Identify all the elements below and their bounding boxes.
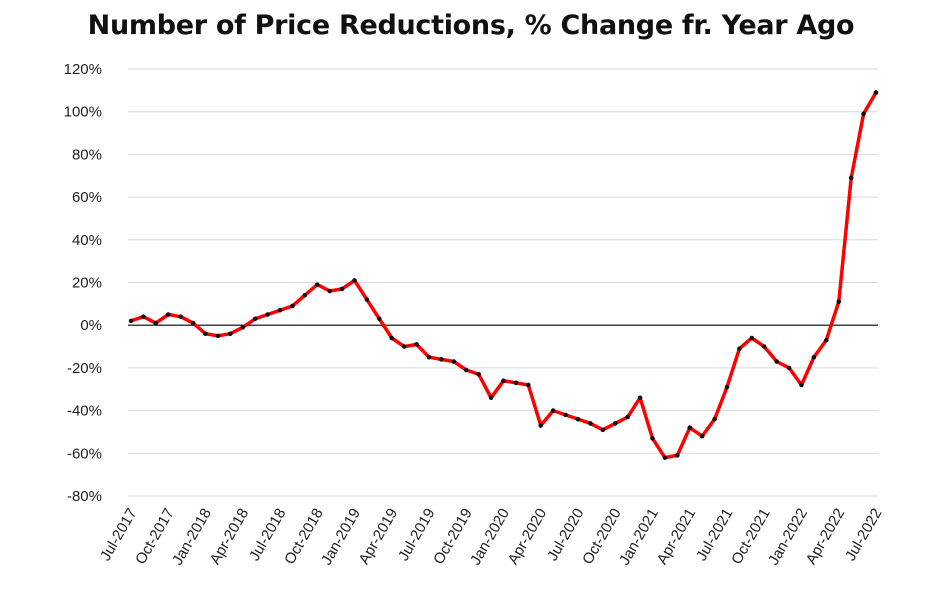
data-point [550, 408, 556, 413]
data-point [439, 357, 444, 362]
x-tick-label: Jul-2022 [842, 506, 885, 564]
data-point [476, 372, 481, 377]
data-point [761, 344, 767, 349]
data-point [774, 359, 779, 364]
data-point [252, 316, 258, 322]
data-point [811, 354, 817, 360]
data-point [314, 282, 320, 287]
data-point [675, 453, 680, 458]
data-point [501, 378, 506, 384]
data-point [712, 416, 717, 422]
data-point [488, 395, 494, 401]
data-point [178, 314, 183, 319]
data-point [215, 333, 221, 339]
data-point [724, 384, 730, 390]
data-point [687, 425, 693, 430]
data-point [588, 421, 593, 426]
series-line [129, 90, 878, 460]
y-tick-label: 120% [64, 61, 102, 78]
data-point [637, 395, 643, 401]
data-point [414, 342, 419, 347]
chart-title: Number of Price Reductions, % Change fr.… [87, 10, 855, 41]
data-point [203, 331, 208, 337]
data-point [352, 278, 357, 283]
data-point [749, 335, 755, 341]
data-point [737, 346, 742, 351]
y-tick-label: 80% [72, 146, 102, 163]
y-tick-label: 60% [72, 189, 102, 206]
data-point [538, 423, 544, 428]
data-point [426, 354, 432, 360]
data-point [873, 90, 879, 95]
data-point [401, 344, 407, 349]
data-point [327, 288, 332, 294]
data-point [364, 297, 370, 302]
y-tick-label: -20% [67, 360, 102, 377]
data-point [526, 382, 531, 388]
data-point [612, 421, 618, 426]
data-point [662, 455, 668, 460]
data-point [165, 312, 171, 317]
data-point [265, 312, 270, 317]
data-point [699, 433, 705, 439]
data-point [563, 412, 568, 418]
data-point [824, 337, 829, 343]
y-tick-label: 20% [72, 275, 102, 292]
data-point [228, 331, 233, 337]
data-point [389, 335, 395, 341]
data-point [575, 416, 581, 422]
data-point [799, 382, 804, 388]
data-point [128, 318, 134, 324]
data-point [848, 175, 854, 181]
data-point [141, 314, 146, 319]
data-point [836, 299, 842, 305]
y-tick-label: 0% [80, 317, 102, 334]
data-point [339, 286, 345, 292]
data-point [451, 359, 457, 364]
data-point [240, 325, 246, 330]
data-point [302, 293, 308, 298]
data-point [650, 436, 655, 441]
data-point [600, 427, 606, 433]
y-tick-label: -80% [67, 488, 102, 505]
data-point [277, 307, 283, 313]
y-tick-label: 40% [72, 232, 102, 249]
data-point [290, 303, 295, 309]
data-point [377, 316, 382, 322]
y-tick-label: -60% [67, 445, 102, 462]
y-tick-label: 100% [64, 104, 102, 121]
data-point [625, 414, 630, 420]
data-point [463, 367, 469, 373]
data-point [513, 380, 519, 386]
y-tick-label: -40% [67, 403, 102, 420]
data-point [153, 320, 159, 326]
data-point [190, 320, 196, 326]
data-point [786, 365, 792, 371]
data-point [861, 111, 866, 117]
